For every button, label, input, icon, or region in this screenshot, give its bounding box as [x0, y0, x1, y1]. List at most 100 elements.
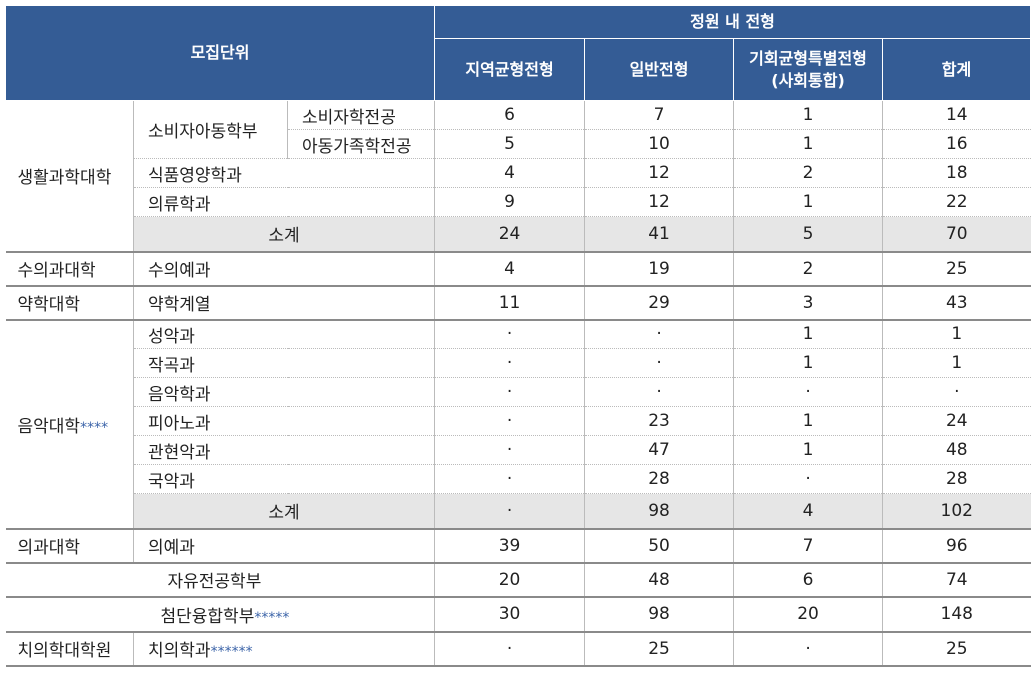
dept-name: 치의학과 — [148, 641, 211, 661]
college: 치의학대학원 — [5, 630, 134, 667]
header-cell: 합계 — [882, 38, 1032, 101]
header-cell: 정원 내 전형 — [434, 5, 1032, 39]
value-cell: 47 — [584, 435, 735, 465]
value-cell: 22 — [882, 187, 1031, 217]
value-cell: 16 — [882, 129, 1031, 159]
value-cell: 98 — [584, 595, 735, 632]
value-cell: 1 — [882, 318, 1031, 349]
college: 의과대학 — [5, 527, 134, 563]
note: ***** — [254, 609, 290, 626]
value-cell: 7 — [584, 100, 735, 130]
value-cell: 70 — [882, 216, 1031, 252]
value-cell: · — [733, 464, 884, 494]
college: 수의과대학 — [5, 250, 134, 286]
admission-table: 모집단위 정원 내 전형 지역균형전형 일반전형 기회균형특별전형 (사회통합) 합계 … — [4, 5, 1032, 667]
value-cell: · — [733, 630, 884, 667]
value-cell: 11 — [434, 284, 586, 320]
value-cell: 1 — [733, 129, 884, 159]
major: 소비자학전공 — [286, 100, 436, 130]
value-cell: 9 — [434, 187, 586, 217]
value-cell: 4 — [733, 493, 884, 529]
value-cell: 12 — [584, 187, 735, 217]
subtotal-label: 소계 — [133, 493, 436, 529]
value-cell: 5 — [434, 129, 586, 159]
dept: 관현악과 — [133, 435, 436, 465]
value-cell: 6 — [434, 100, 586, 130]
value-cell: 25 — [584, 630, 735, 667]
header-cell: 일반전형 — [584, 38, 735, 101]
dept: 식품영양학과 — [133, 158, 436, 188]
value-cell: 4 — [434, 250, 586, 286]
value-cell: 41 — [584, 216, 735, 252]
value-cell: 28 — [584, 464, 735, 494]
value-cell: 7 — [733, 527, 884, 563]
value-cell: 4 — [434, 158, 586, 188]
value-cell: · — [882, 377, 1031, 407]
college: 음악대학**** — [5, 318, 134, 529]
value-cell: · — [434, 464, 586, 494]
value-cell: 1 — [733, 187, 884, 217]
value-cell: · — [434, 318, 586, 349]
value-cell: 102 — [882, 493, 1031, 529]
dept: 첨단융합학부***** — [5, 595, 436, 632]
dept: 작곡과 — [133, 348, 436, 378]
value-cell: 12 — [584, 158, 735, 188]
value-cell: · — [434, 348, 586, 378]
value-cell: 43 — [882, 284, 1031, 320]
header-cell: 지역균형전형 — [434, 38, 586, 101]
dept: 약학계열 — [132, 284, 436, 320]
college-name: 음악대학 — [17, 416, 81, 437]
value-cell: 1 — [733, 348, 884, 378]
value-cell: 25 — [882, 250, 1031, 286]
value-cell: 29 — [584, 284, 735, 320]
dept: 음악학과 — [133, 377, 436, 407]
college: 약학대학 — [5, 284, 134, 320]
subtotal-label: 소계 — [133, 216, 436, 252]
dept-name: 첨단융합학부 — [160, 606, 255, 627]
value-cell: · — [434, 493, 586, 529]
note: **** — [80, 419, 109, 436]
value-cell: · — [584, 377, 735, 407]
college: 생활과학대학 — [5, 100, 134, 252]
major: 아동가족학전공 — [287, 129, 436, 159]
header-cell: 모집단위 — [4, 5, 436, 101]
value-cell: 14 — [882, 100, 1031, 130]
dept: 의예과 — [132, 527, 436, 563]
value-cell: 1 — [733, 406, 884, 436]
value-cell: 10 — [584, 129, 735, 159]
value-cell: 1 — [733, 318, 884, 349]
value-cell: · — [733, 377, 884, 407]
value-cell: 3 — [733, 284, 884, 320]
value-cell: 48 — [584, 561, 735, 597]
header-cell: 기회균형특별전형 (사회통합) — [733, 38, 884, 101]
value-cell: 2 — [733, 250, 884, 286]
value-cell: 25 — [882, 630, 1031, 667]
value-cell: · — [584, 348, 735, 378]
value-cell: · — [434, 406, 586, 436]
value-cell: 23 — [584, 406, 735, 436]
value-cell: 24 — [882, 406, 1031, 436]
value-cell: 1 — [882, 348, 1031, 378]
value-cell: 24 — [434, 216, 586, 252]
value-cell: · — [434, 630, 586, 667]
value-cell: 1 — [733, 100, 884, 130]
value-cell: 39 — [434, 527, 586, 563]
note: ****** — [210, 644, 253, 660]
dept: 치의학과****** — [132, 630, 436, 667]
value-cell: 19 — [584, 250, 735, 286]
value-cell: 30 — [434, 595, 586, 632]
value-cell: 20 — [434, 561, 586, 597]
value-cell: · — [434, 377, 586, 407]
dept: 국악과 — [133, 464, 436, 494]
value-cell: 48 — [882, 435, 1031, 465]
value-cell: · — [584, 318, 735, 349]
value-cell: 5 — [733, 216, 884, 252]
dept: 소비자아동학부 — [133, 100, 288, 159]
dept: 성악과 — [132, 318, 436, 349]
value-cell: 98 — [584, 493, 735, 529]
value-cell: 2 — [733, 158, 884, 188]
value-cell: 28 — [882, 464, 1031, 494]
value-cell: 18 — [882, 158, 1031, 188]
dept: 피아노과 — [133, 406, 436, 436]
